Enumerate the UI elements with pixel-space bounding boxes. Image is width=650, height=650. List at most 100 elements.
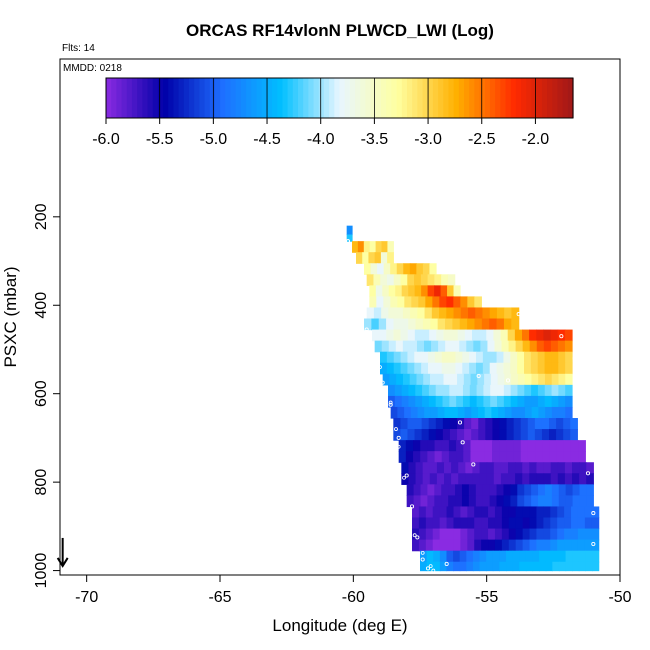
heatmap-cell: [381, 307, 389, 320]
heatmap-cell: [408, 462, 417, 474]
colorbar-segment: [484, 78, 491, 118]
heatmap-cell: [386, 351, 395, 364]
heatmap-cell: [474, 506, 482, 519]
heatmap-cell: [462, 362, 470, 375]
heatmap-cell: [434, 440, 443, 452]
heatmap-cell: [422, 395, 430, 408]
heatmap-cell: [563, 418, 571, 430]
track-marker: [559, 334, 564, 339]
flight-track: [345, 239, 596, 573]
heatmap-cell: [510, 384, 519, 397]
heatmap-cell: [402, 340, 411, 353]
heatmap-cell: [577, 528, 586, 541]
heatmap-cell: [520, 451, 529, 463]
colorbar-segment: [230, 78, 237, 118]
heatmap-cell: [522, 539, 531, 552]
heatmap-cell: [456, 440, 464, 452]
heatmap-cell: [405, 440, 414, 452]
heatmap-cell: [455, 484, 463, 497]
heatmap-cell: [550, 506, 558, 519]
heatmap-cell: [443, 373, 451, 386]
colorbar-segment: [344, 78, 351, 118]
heatmap-cell: [503, 384, 512, 397]
heatmap-cell: [480, 340, 489, 353]
colorbar-tick-label: -4.5: [253, 131, 281, 148]
heatmap-cell: [422, 263, 431, 275]
heatmap-cell: [475, 307, 484, 320]
y-tick-label: 600: [33, 380, 50, 407]
heatmap-cell: [579, 495, 588, 508]
heatmap-cell: [551, 495, 560, 508]
heatmap-cell: [577, 539, 586, 552]
colorbar-segment: [329, 78, 335, 118]
colorbar-segment: [381, 78, 387, 118]
heatmap-cell: [383, 263, 391, 275]
heatmap-cell: [386, 274, 395, 286]
heatmap-cell: [493, 462, 502, 474]
track-marker: [505, 378, 511, 383]
heatmap-cell: [401, 462, 410, 474]
heatmap-cell: [421, 429, 430, 441]
heatmap-cell: [406, 495, 415, 508]
heatmap-cell: [460, 539, 468, 552]
heatmap-cell: [563, 440, 572, 452]
heatmap-cell: [538, 495, 546, 508]
heatmap-cell: [407, 274, 415, 286]
heatmap-cell: [375, 241, 383, 253]
y-tick-label: 400: [33, 292, 50, 319]
heatmap-cell: [439, 561, 448, 572]
heatmap-cell: [543, 506, 551, 519]
heatmap-cell: [373, 307, 382, 320]
colorbar-segment: [349, 78, 356, 118]
heatmap-cell: [434, 495, 442, 508]
y-tick-label: 800: [33, 469, 50, 496]
heatmap-cell: [531, 384, 539, 397]
heatmap-cell: [398, 440, 407, 452]
heatmap-cell: [510, 362, 518, 375]
heatmap-cell: [534, 418, 543, 430]
heatmap-cell: [515, 473, 523, 485]
heatmap-cell: [506, 418, 515, 430]
heatmap-cell: [482, 362, 491, 375]
heatmap-cell: [475, 495, 484, 508]
colorbar-segment: [292, 78, 299, 118]
heatmap-cell: [476, 362, 484, 375]
heatmap-cell: [476, 384, 484, 397]
heatmap-cell: [537, 395, 546, 408]
heatmap-cell: [357, 241, 365, 253]
heatmap-cell: [436, 462, 445, 474]
heatmap-cell: [433, 550, 441, 563]
heatmap-cell: [482, 307, 491, 320]
heatmap-cell: [415, 462, 424, 474]
heatmap-cell: [484, 373, 492, 386]
heatmap-cell: [432, 517, 441, 530]
heatmap-cell: [551, 351, 559, 364]
heatmap-cell: [404, 406, 412, 419]
heatmap-cell: [407, 429, 416, 441]
colorbar-segment: [199, 78, 206, 118]
heatmap-cell: [421, 285, 429, 298]
heatmap-cell: [499, 561, 507, 572]
heatmap-cell: [474, 517, 482, 530]
heatmap-cell: [400, 418, 409, 430]
date-label: MMDD: 0218: [63, 63, 122, 74]
heatmap-cell: [471, 429, 479, 441]
heatmap-cell: [434, 274, 442, 286]
heatmap-cell: [468, 307, 476, 320]
heatmap-cell: [431, 307, 440, 320]
heatmap-cell: [441, 351, 450, 364]
track-marker: [364, 327, 369, 332]
heatmap-cell: [510, 395, 519, 408]
colorbar-segment: [261, 78, 268, 118]
heatmap-cell: [558, 406, 566, 419]
heatmap-cell: [592, 550, 600, 563]
heatmap-cell: [452, 318, 461, 331]
heatmap-cell: [393, 429, 402, 441]
heatmap-cell: [449, 429, 458, 441]
heatmap-cell: [400, 274, 408, 286]
heatmap-cell: [447, 274, 456, 286]
heatmap-cell: [503, 362, 511, 375]
track-marker: [444, 561, 449, 567]
heatmap-cell: [468, 495, 477, 508]
heatmap-cell: [586, 473, 594, 485]
